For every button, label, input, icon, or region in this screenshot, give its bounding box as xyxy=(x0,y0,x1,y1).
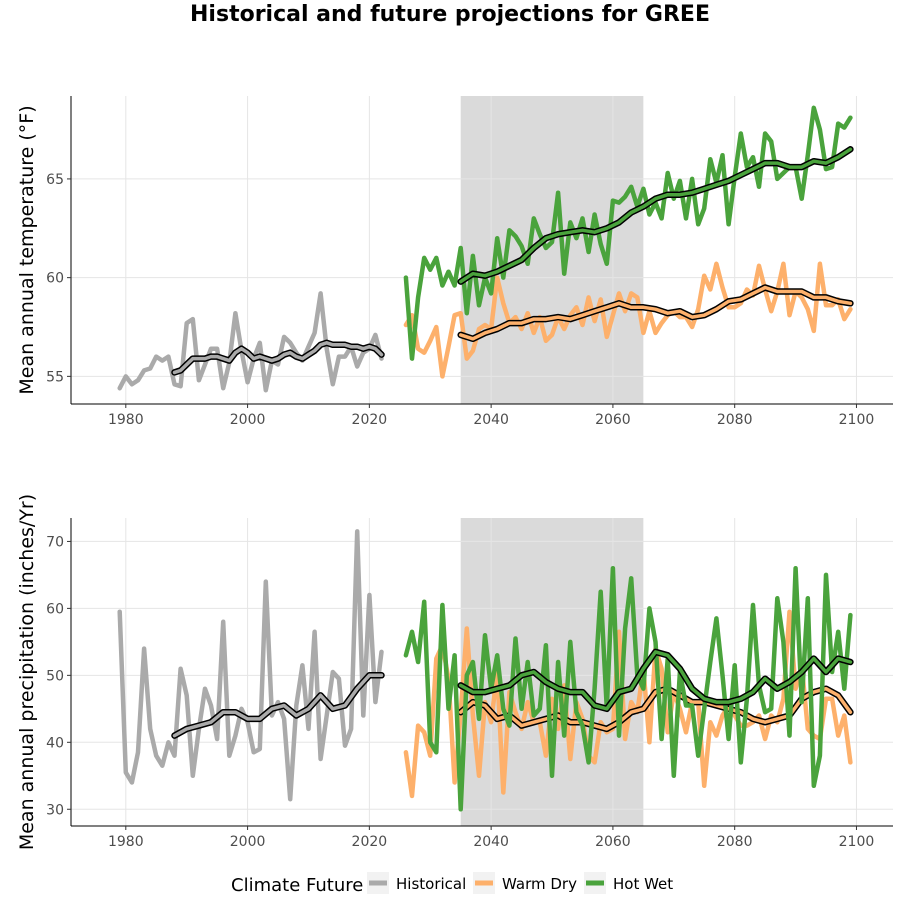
temperature-historical-smooth-line xyxy=(172,341,384,375)
legend-title: Climate Future xyxy=(231,875,363,896)
precipitation-historical-line xyxy=(117,529,384,802)
temperature-panel: 1980 2000 2020 2040 2060 2080 2100 55 60 65 xyxy=(46,96,893,428)
temperature-hot-wet-line xyxy=(403,105,853,361)
temperature-warm-dry-line xyxy=(403,261,853,379)
precipitation-x-tick-label: 2000 xyxy=(230,834,266,850)
precipitation-x-tick-label: 2020 xyxy=(352,834,388,850)
precipitation-y-tick-label: 70 xyxy=(46,534,64,550)
temperature-hot-wet-smooth-line xyxy=(458,147,853,284)
temperature-x-tick-label: 2080 xyxy=(717,412,753,428)
precipitation-historical-smooth-line xyxy=(172,673,384,738)
precipitation-x-tick-label: 2080 xyxy=(717,834,753,850)
temperature-historical-line xyxy=(117,291,384,393)
temperature-y-tick-label: 65 xyxy=(46,172,64,188)
legend: Climate Future Historical Warm Dry Hot Wet xyxy=(231,872,673,896)
legend-label: Historical xyxy=(396,875,466,893)
precipitation-y-tick-label: 40 xyxy=(46,735,64,751)
temperature-x-tick-label: 2060 xyxy=(595,412,631,428)
precipitation-y-tick-label: 50 xyxy=(46,668,64,684)
temperature-y-tick-label: 55 xyxy=(46,369,64,385)
precipitation-warm-dry-smooth-line xyxy=(458,686,853,731)
temperature-shaded-period xyxy=(460,96,644,404)
temperature-y-tick-label: 60 xyxy=(46,271,64,287)
precipitation-hot-wet-smooth-line xyxy=(458,650,853,711)
chart-title: Historical and future projections for GR… xyxy=(190,2,710,27)
precipitation-x-tick-label: 2060 xyxy=(595,834,631,850)
temperature-x-tick-label: 2020 xyxy=(352,412,388,428)
precipitation-y-axis-title: Mean annual precipitation (inches/Yr) xyxy=(16,494,38,850)
temperature-x-tick-label: 2100 xyxy=(839,412,875,428)
temperature-x-tick-label: 2000 xyxy=(230,412,266,428)
legend-label: Hot Wet xyxy=(613,875,673,893)
temperature-x-tick-label: 1980 xyxy=(108,412,144,428)
precipitation-y-tick-label: 30 xyxy=(46,802,64,818)
precipitation-x-tick-label: 2100 xyxy=(839,834,875,850)
precipitation-y-tick-label: 60 xyxy=(46,601,64,617)
precipitation-x-tick-label: 2040 xyxy=(473,834,509,850)
temperature-y-axis-title: Mean annual temperature (°F) xyxy=(16,105,38,394)
legend-label: Warm Dry xyxy=(502,875,577,893)
precipitation-x-tick-label: 1980 xyxy=(108,834,144,850)
temperature-x-tick-label: 2040 xyxy=(473,412,509,428)
precipitation-panel: 1980 2000 2020 2040 2060 2080 2100 30 40 50 60 70 xyxy=(46,518,893,850)
precipitation-hot-wet-line xyxy=(403,565,853,812)
temperature-warm-dry-smooth-line xyxy=(458,285,853,341)
